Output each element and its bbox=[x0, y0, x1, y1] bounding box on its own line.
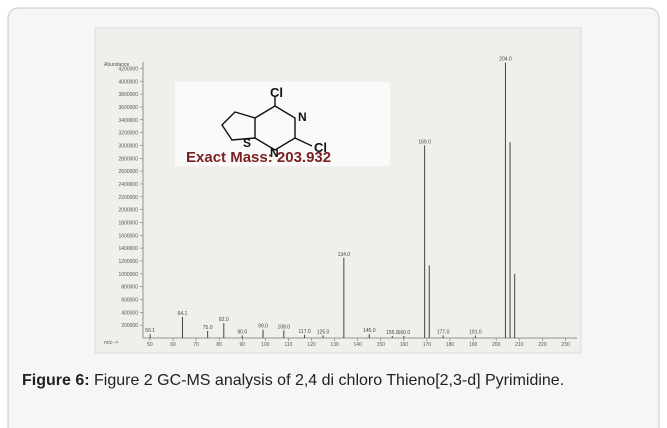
x-tick-label: 130 bbox=[330, 342, 339, 348]
x-tick-label: 90 bbox=[239, 342, 245, 348]
y-tick-label: 2000000 bbox=[119, 208, 139, 214]
peak-label: 75.0 bbox=[203, 325, 213, 331]
caption-label: Figure 6: bbox=[22, 372, 90, 389]
atom: Cl bbox=[270, 85, 283, 100]
peak-label: 204.0 bbox=[499, 57, 512, 63]
y-tick-label: 2200000 bbox=[119, 195, 139, 201]
y-tick-label: 400000 bbox=[121, 310, 138, 316]
peak-label: 177.0 bbox=[437, 329, 450, 335]
peak-label: 117.0 bbox=[299, 329, 311, 335]
y-tick-label: 2800000 bbox=[119, 156, 139, 162]
peak-label: 108.0 bbox=[278, 324, 291, 330]
x-tick-label: 120 bbox=[307, 342, 316, 348]
y-tick-label: 1000000 bbox=[119, 272, 139, 278]
y-tick-label: 4000000 bbox=[119, 79, 139, 85]
x-tick-label: 230 bbox=[561, 342, 570, 348]
caption-text: Figure 2 GC-MS analysis of 2,4 di chloro… bbox=[90, 372, 565, 389]
y-tick-label: 2600000 bbox=[119, 169, 139, 175]
y-tick-label: 600000 bbox=[121, 297, 138, 303]
x-tick-label: 200 bbox=[492, 342, 501, 348]
y-tick-label: 3000000 bbox=[119, 143, 139, 149]
peak-label: 145.0 bbox=[363, 328, 376, 334]
y-tick-label: 1800000 bbox=[119, 220, 139, 226]
y-tick-label: 200000 bbox=[121, 323, 138, 329]
x-tick-label: 210 bbox=[515, 342, 524, 348]
x-tick-label: 160 bbox=[400, 342, 409, 348]
y-tick-label: 2400000 bbox=[119, 182, 139, 188]
y-tick-label: 3800000 bbox=[119, 92, 139, 98]
structure: Cl N N Cl S Exact Mass: 203.932 bbox=[175, 82, 390, 166]
x-axis-label: m/z--> bbox=[104, 340, 118, 346]
peak-label: 82.0 bbox=[219, 317, 229, 323]
page: Abundance m/z--> 20000040000060000080000… bbox=[0, 0, 667, 428]
atom: S bbox=[243, 136, 251, 150]
x-tick-label: 100 bbox=[261, 342, 270, 348]
peak-label: 64.1 bbox=[178, 311, 188, 317]
caption: Figure 6: Figure 2 GC-MS analysis of 2,4… bbox=[22, 370, 622, 392]
peak-label: 160.0 bbox=[398, 330, 411, 336]
y-tick-label: 4200000 bbox=[119, 66, 139, 72]
peak-label: 99.0 bbox=[258, 324, 268, 330]
x-tick-label: 110 bbox=[284, 342, 292, 348]
y-tick-label: 1200000 bbox=[119, 259, 139, 265]
scan-image bbox=[95, 28, 581, 353]
x-tick-label: 150 bbox=[377, 342, 386, 348]
x-tick-label: 170 bbox=[423, 342, 432, 348]
peak-label: 125.0 bbox=[317, 329, 330, 335]
x-tick-label: 70 bbox=[193, 342, 199, 348]
y-tick-label: 1600000 bbox=[119, 233, 139, 239]
x-tick-label: 80 bbox=[216, 342, 222, 348]
x-tick-label: 50 bbox=[147, 342, 153, 348]
x-tick-label: 60 bbox=[170, 342, 176, 348]
exact-mass: Exact Mass: 203.932 bbox=[186, 149, 331, 166]
x-tick-label: 190 bbox=[469, 342, 478, 348]
peak-label: 134.0 bbox=[338, 252, 351, 258]
peak-label: 191.0 bbox=[469, 329, 482, 335]
x-tick-label: 140 bbox=[354, 342, 363, 348]
x-tick-label: 180 bbox=[446, 342, 455, 348]
y-tick-label: 3400000 bbox=[119, 118, 139, 124]
peak-label: 169.0 bbox=[418, 139, 431, 145]
y-tick-label: 3200000 bbox=[119, 131, 139, 137]
peak-label: 50.1 bbox=[145, 328, 155, 334]
peak-label: 90.0 bbox=[237, 329, 247, 335]
y-tick-label: 3600000 bbox=[119, 105, 139, 111]
y-tick-label: 800000 bbox=[121, 285, 138, 291]
atom: N bbox=[298, 110, 307, 124]
x-tick-label: 220 bbox=[538, 342, 547, 348]
figure: Abundance m/z--> 20000040000060000080000… bbox=[0, 0, 667, 428]
y-tick-label: 1400000 bbox=[119, 246, 139, 252]
